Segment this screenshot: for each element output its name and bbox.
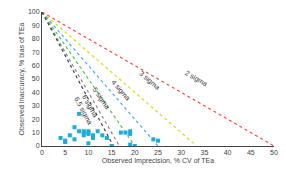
svg-text:2 sigma: 2 sigma: [184, 69, 209, 88]
svg-text:30: 30: [177, 149, 185, 156]
svg-text:0: 0: [36, 142, 40, 149]
svg-text:45: 45: [247, 149, 255, 156]
svg-text:3 sigma: 3 sigma: [138, 70, 162, 92]
svg-text:20: 20: [32, 116, 40, 123]
svg-text:Observed Inaccuracy, % bias of: Observed Inaccuracy, % bias of TEa: [18, 22, 26, 135]
svg-text:5 sigma: 5 sigma: [91, 86, 112, 111]
svg-text:5: 5: [63, 149, 67, 156]
svg-text:4 sigma: 4 sigma: [109, 79, 131, 103]
svg-text:6.5 sigma: 6.5 sigma: [72, 96, 93, 127]
svg-text:80: 80: [32, 35, 40, 42]
svg-text:6 sigma: 6 sigma: [80, 94, 99, 119]
svg-text:30: 30: [32, 102, 40, 109]
svg-text:Observed Imprecision, % CV of: Observed Imprecision, % CV of TEa: [102, 157, 214, 165]
svg-text:25: 25: [154, 149, 162, 156]
svg-text:35: 35: [201, 149, 209, 156]
svg-text:15: 15: [108, 149, 116, 156]
svg-text:10: 10: [32, 129, 40, 136]
svg-text:20: 20: [131, 149, 139, 156]
svg-text:40: 40: [32, 89, 40, 96]
svg-text:10: 10: [85, 149, 93, 156]
svg-text:60: 60: [32, 62, 40, 69]
svg-text:50: 50: [32, 75, 40, 82]
svg-text:100: 100: [28, 8, 40, 15]
svg-text:0: 0: [40, 149, 44, 156]
svg-text:70: 70: [32, 49, 40, 56]
svg-text:50: 50: [270, 149, 278, 156]
svg-text:90: 90: [32, 22, 40, 29]
svg-text:40: 40: [224, 149, 232, 156]
